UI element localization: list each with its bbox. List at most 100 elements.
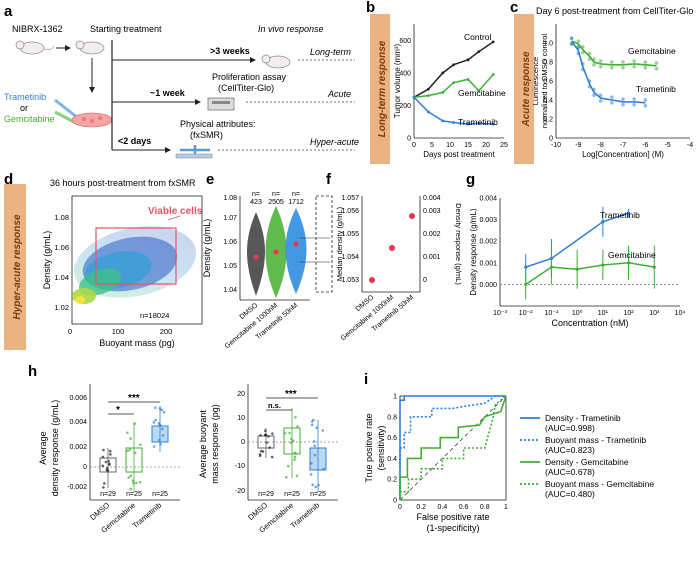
data-point	[128, 448, 132, 451]
data-point	[598, 99, 603, 103]
y-axis-label: Tumor volume (mm³)	[393, 43, 402, 118]
panel-h-letter: h	[28, 363, 37, 380]
in-vivo-label: In vivo response	[258, 24, 324, 34]
panel-e-letter: e	[206, 171, 214, 188]
data-point	[104, 460, 108, 464]
median-point	[293, 241, 299, 247]
n-label: n=25	[126, 491, 142, 498]
data-point	[154, 406, 157, 410]
chart-i: 0 0.2 0.4 0.6 0.8 1 0 0.2 0.4 0.6 0.8 1 False positi…	[364, 394, 654, 534]
legend-auc: (AUC=0.678)	[545, 467, 595, 477]
chart-d: Viable cells n=18024 0 100 200 1.02 1.04…	[42, 195, 203, 348]
n-value: 1712	[288, 199, 304, 206]
data-point	[477, 50, 481, 54]
chart-h-left: -0.002 0 0.002 0.004 0.006 Average densi…	[38, 384, 180, 535]
y-tick: 0.001	[479, 260, 497, 267]
x-tick: 0	[412, 142, 416, 149]
n-label: n=	[272, 191, 280, 198]
data-point	[293, 458, 296, 461]
data-point	[126, 449, 129, 453]
data-point	[322, 467, 325, 471]
data-point	[294, 415, 297, 419]
data-point	[643, 60, 648, 64]
y-tick: 0.000	[479, 282, 497, 289]
data-point	[286, 464, 290, 468]
data-point	[643, 103, 648, 108]
data-point	[587, 57, 592, 61]
data-point	[654, 61, 659, 65]
x-tick: -5	[665, 142, 671, 149]
response-point	[369, 277, 375, 283]
data-point	[264, 433, 267, 437]
y-tick: 0	[241, 439, 245, 446]
data-point	[466, 77, 470, 81]
data-point	[621, 60, 625, 64]
data-point	[466, 58, 470, 62]
x-tick: 10⁻³	[493, 310, 507, 317]
data-point	[132, 481, 135, 485]
data-point	[581, 50, 585, 55]
data-point	[270, 455, 274, 459]
data-point	[314, 485, 318, 489]
x-axis-label: False positive rate	[416, 512, 489, 522]
y-tick: 0	[83, 464, 87, 471]
drug1-label: Trametinib	[4, 92, 46, 102]
data-point	[466, 122, 470, 126]
data-point	[312, 418, 315, 422]
y-tick: 0.002	[479, 239, 497, 246]
data-point	[427, 110, 430, 114]
data-point	[477, 89, 481, 93]
data-point	[102, 486, 105, 489]
chart-g: 10⁻³ 10⁻² 10⁻¹ 10⁰ 10¹ 10² 10³ 10⁴ 0.000 0.001 0.0…	[469, 196, 685, 329]
x-tick: 200	[160, 327, 173, 336]
series-label: Control	[464, 32, 492, 42]
data-point	[315, 426, 318, 430]
x-tick: 15	[464, 142, 472, 149]
chart-d-xlabel: Buoyant mass (pg)	[99, 338, 175, 348]
data-point	[592, 87, 596, 92]
y-axis-label: normalized to DMSO control	[540, 34, 549, 129]
legend-auc: (AUC=0.823)	[545, 445, 595, 455]
x-tick: 0.6	[459, 504, 469, 511]
n-label: n=25	[310, 491, 326, 498]
data-point	[129, 487, 133, 491]
y-tick: -10	[235, 463, 245, 470]
data-point	[271, 432, 274, 435]
series-label: Gemcitabine	[628, 46, 676, 56]
chart-d-frame	[71, 195, 203, 325]
x-tick: -4	[687, 142, 693, 149]
data-point	[160, 427, 164, 431]
timing-2: ~1 week	[150, 88, 186, 98]
y-tick: 600	[399, 38, 411, 45]
data-point	[412, 95, 416, 99]
x-tick: -7	[620, 142, 626, 149]
data-point	[569, 42, 574, 46]
data-point	[152, 445, 156, 448]
side-label-hyper-acute: Hyper-acute response	[4, 184, 26, 350]
petri-dish-icon	[71, 112, 113, 128]
h-left-ylabel-1: Average	[38, 431, 48, 464]
data-point	[452, 121, 455, 124]
n-label: n=25	[284, 491, 300, 498]
data-point	[288, 431, 291, 435]
legend-auc: (AUC=0.480)	[545, 489, 595, 499]
y-tick: 1.06	[223, 239, 237, 246]
chart-d-ylabel: Density (g/mL)	[42, 231, 52, 290]
data-point	[524, 265, 528, 269]
y-tick: 1.04	[223, 287, 237, 294]
data-point	[452, 81, 455, 85]
data-point	[587, 79, 592, 83]
roc-curve	[399, 395, 507, 500]
x-tick: 0.4	[438, 504, 448, 511]
data-point	[264, 429, 267, 433]
bracket-box	[315, 195, 333, 293]
mouse-icon-2	[75, 40, 105, 55]
timing-3: <2 days	[118, 136, 151, 146]
data-point	[452, 63, 455, 67]
y2-tick: 0	[423, 277, 427, 284]
data-point	[312, 440, 316, 443]
response-point	[389, 245, 395, 251]
data-point	[524, 282, 528, 286]
x-axis-label: Concentration (nM)	[551, 318, 628, 328]
data-point	[477, 121, 481, 125]
